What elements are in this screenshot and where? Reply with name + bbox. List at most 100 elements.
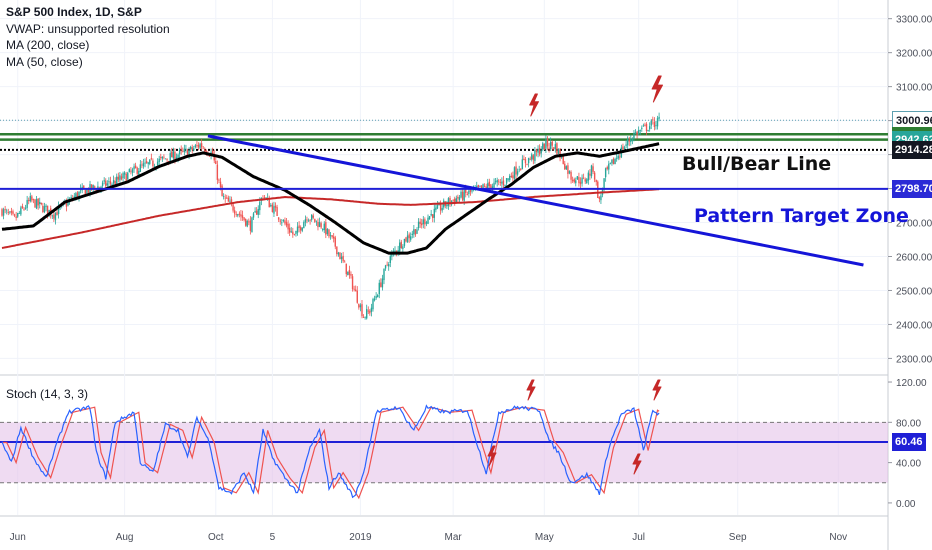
candle[interactable] [150, 153, 153, 161]
candle[interactable] [196, 140, 198, 148]
candle[interactable] [274, 202, 277, 212]
candle[interactable] [571, 176, 574, 183]
candle[interactable] [328, 228, 330, 239]
candle[interactable] [317, 218, 319, 231]
candle[interactable] [493, 178, 495, 190]
candle[interactable] [329, 232, 332, 240]
pattern-trendline[interactable] [207, 134, 864, 267]
candle[interactable] [359, 303, 362, 312]
candle[interactable] [24, 204, 27, 210]
candle[interactable] [648, 122, 651, 132]
candle[interactable] [567, 162, 569, 179]
candle[interactable] [584, 177, 586, 185]
candle[interactable] [39, 197, 41, 209]
candle[interactable] [546, 136, 549, 151]
candle[interactable] [2, 207, 5, 220]
candle[interactable] [377, 293, 379, 298]
candle[interactable] [290, 227, 292, 234]
candle[interactable] [356, 286, 358, 304]
candle[interactable] [436, 200, 439, 210]
candle[interactable] [270, 203, 272, 208]
candle[interactable] [498, 179, 500, 186]
candle[interactable] [587, 170, 590, 185]
candle[interactable] [37, 198, 39, 210]
candle[interactable] [252, 212, 255, 221]
candle[interactable] [139, 159, 142, 173]
candle[interactable] [273, 201, 275, 218]
candle[interactable] [383, 268, 385, 285]
candle[interactable] [193, 145, 195, 152]
candle[interactable] [433, 204, 435, 223]
candle[interactable] [161, 156, 164, 163]
candle[interactable] [570, 170, 572, 184]
candle[interactable] [171, 147, 173, 158]
candle[interactable] [271, 202, 274, 213]
stoch-d-line[interactable] [2, 406, 660, 500]
candle[interactable] [325, 218, 327, 239]
candle[interactable] [579, 177, 582, 189]
candle[interactable] [608, 160, 610, 175]
candle[interactable] [532, 154, 535, 165]
candle[interactable] [40, 202, 42, 206]
candle[interactable] [606, 165, 608, 171]
candle[interactable] [222, 193, 225, 200]
candle[interactable] [318, 217, 321, 228]
candle[interactable] [260, 197, 263, 206]
candle[interactable] [549, 137, 552, 152]
candle[interactable] [422, 216, 424, 229]
candle[interactable] [611, 159, 613, 166]
candle[interactable] [152, 158, 154, 169]
candle[interactable] [53, 211, 55, 222]
candle[interactable] [243, 217, 245, 222]
candle[interactable] [496, 177, 498, 187]
candle[interactable] [476, 181, 478, 189]
candle[interactable] [34, 198, 36, 208]
candle[interactable] [35, 195, 38, 210]
candle[interactable] [321, 228, 324, 232]
candle[interactable] [320, 221, 322, 230]
candle[interactable] [244, 218, 247, 227]
candle[interactable] [131, 167, 134, 177]
candle[interactable] [408, 232, 410, 243]
candle[interactable] [416, 227, 418, 234]
candle[interactable] [647, 129, 649, 132]
candle[interactable] [454, 196, 456, 206]
candle[interactable] [29, 192, 31, 203]
candle[interactable] [105, 178, 107, 189]
candle[interactable] [312, 213, 314, 220]
stoch-pane[interactable] [0, 379, 888, 500]
candle[interactable] [216, 160, 219, 185]
candle[interactable] [163, 154, 165, 160]
candle[interactable] [31, 194, 33, 203]
candle[interactable] [301, 227, 303, 233]
candle[interactable] [197, 142, 200, 151]
candle[interactable] [306, 216, 308, 224]
candle[interactable] [362, 314, 365, 319]
candle[interactable] [32, 198, 35, 204]
candle[interactable] [637, 126, 640, 136]
candle[interactable] [527, 157, 530, 168]
candle[interactable] [343, 259, 346, 263]
candle[interactable] [332, 233, 335, 243]
candle[interactable] [117, 172, 120, 183]
legend-ma50[interactable]: MA (50, close) [6, 54, 83, 69]
candle[interactable] [428, 215, 431, 220]
candle[interactable] [499, 179, 502, 186]
candle[interactable] [658, 112, 660, 122]
candle[interactable] [136, 166, 138, 177]
candle[interactable] [641, 125, 643, 132]
candle[interactable] [529, 156, 531, 161]
candle[interactable] [185, 144, 187, 153]
candle[interactable] [149, 159, 151, 166]
candle[interactable] [361, 299, 363, 319]
candle[interactable] [444, 201, 447, 209]
candle[interactable] [403, 238, 406, 248]
candle[interactable] [419, 218, 421, 228]
candle[interactable] [28, 197, 30, 205]
candle[interactable] [246, 219, 248, 228]
candle[interactable] [147, 161, 149, 169]
candle[interactable] [315, 220, 318, 226]
candle[interactable] [182, 147, 184, 153]
candle[interactable] [6, 208, 8, 215]
candle[interactable] [424, 217, 426, 229]
